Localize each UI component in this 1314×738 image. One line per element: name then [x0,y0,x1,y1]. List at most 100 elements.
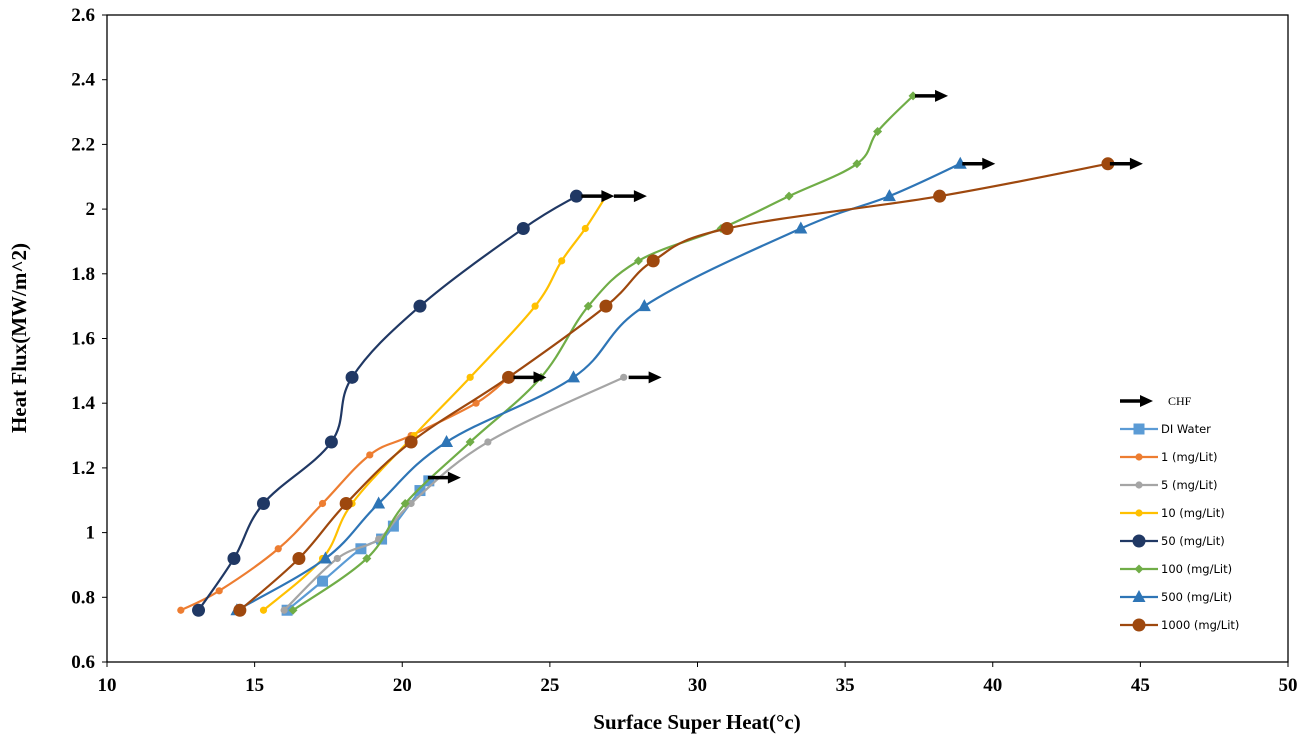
data-point [465,437,475,447]
legend-marker [1134,564,1144,574]
legend-item: 500 (mg/Lit) [1120,590,1232,604]
y-tick-label: 2 [86,199,96,220]
y-tick-label: 0.6 [71,652,95,673]
data-point [339,496,353,510]
legend-item: 5 (mg/Lit) [1120,478,1217,492]
chf-arrow [1109,157,1143,170]
x-tick-label: 15 [245,675,264,696]
data-point [259,606,268,614]
chf-arrow [915,89,949,102]
legend-item: 1 (mg/Lit) [1120,450,1217,464]
legend-chf-label: CHF [1168,394,1192,408]
arrow-head [935,89,949,102]
data-point [908,91,918,101]
legend-label: 1000 (mg/Lit) [1161,618,1239,632]
legend-marker [1132,590,1146,602]
legend-marker [1132,618,1146,632]
x-tick-label: 50 [1279,675,1298,696]
chf-arrow [513,371,547,384]
legend-marker [1133,423,1145,435]
data-point [227,551,241,565]
data-point [362,553,372,563]
legend: CHF DI Water 1 (mg/Lit) 5 (mg/Lit) 10 (mg/Li… [1120,394,1239,632]
y-tick-label: 2.4 [71,70,95,91]
legend-item: 1000 (mg/Lit) [1120,618,1239,632]
x-tick-label: 20 [393,675,412,696]
legend-chf-arrow [1120,395,1153,407]
arrow-head [1129,157,1143,170]
data-point [372,496,386,509]
series-line [292,95,914,612]
data-point [280,606,288,614]
chf-arrows [427,89,1143,484]
plot-area [106,14,1289,663]
data-point [531,302,539,310]
data-point [413,299,427,313]
plot-border [106,14,1289,663]
chf-arrow [581,190,615,203]
data-point [317,575,329,587]
data-point [502,370,516,384]
data-point [516,222,530,236]
x-tick-label: 30 [688,675,707,696]
data-point [882,189,896,202]
x-axis-title: Surface Super Heat(°c) [593,710,800,734]
legend-label: 50 (mg/Lit) [1161,534,1225,548]
data-point [215,587,223,595]
legend-item: 10 (mg/Lit) [1120,506,1225,520]
data-point [720,222,734,236]
data-point [324,435,338,449]
legend-label: 10 (mg/Lit) [1161,506,1225,520]
y-tick-label: 1.8 [71,264,95,285]
data-point [440,435,454,448]
data-point [569,189,583,203]
series-1 [177,373,513,614]
data-point [583,301,593,311]
legend-item: 100 (mg/Lit) [1120,562,1232,576]
series-layer [177,91,1115,617]
series-line [180,376,510,612]
chf-arrow [613,190,647,203]
data-point [558,257,566,265]
series-line [197,195,578,611]
y-tick-label: 2.6 [71,5,95,26]
series-7 [233,157,1115,617]
data-point [633,256,643,266]
y-tick-label: 1.2 [71,458,95,479]
series-5 [288,91,918,615]
arrow-head [601,190,615,203]
arrow-head [447,471,461,484]
data-point [177,606,185,614]
x-tick-label: 35 [836,675,855,696]
data-point [400,498,410,508]
data-point [292,551,306,565]
series-6 [230,156,967,616]
data-point [784,191,794,201]
legend-item: 50 (mg/Lit) [1120,534,1225,548]
data-point [256,496,270,510]
x-tick-label: 45 [1131,675,1150,696]
data-point [581,224,589,233]
x-tick-label: 40 [983,675,1002,696]
arrow-head [633,190,647,203]
data-point [599,299,613,313]
legend-marker [1135,453,1143,461]
data-point [345,370,359,384]
y-tick-label: 1 [86,523,96,544]
chf-arrow [628,371,662,384]
data-point [852,159,862,169]
data-point [637,299,651,312]
series-2 [280,373,628,614]
legend-marker [1135,481,1143,489]
data-point [407,499,415,508]
data-point [192,603,206,617]
data-point [646,254,660,268]
y-tick-label: 0.8 [71,587,95,608]
y-tick-label: 2.2 [71,134,95,155]
series-line [236,162,961,612]
data-point [566,370,580,383]
legend-label: 100 (mg/Lit) [1161,562,1232,576]
data-point [1101,157,1115,171]
